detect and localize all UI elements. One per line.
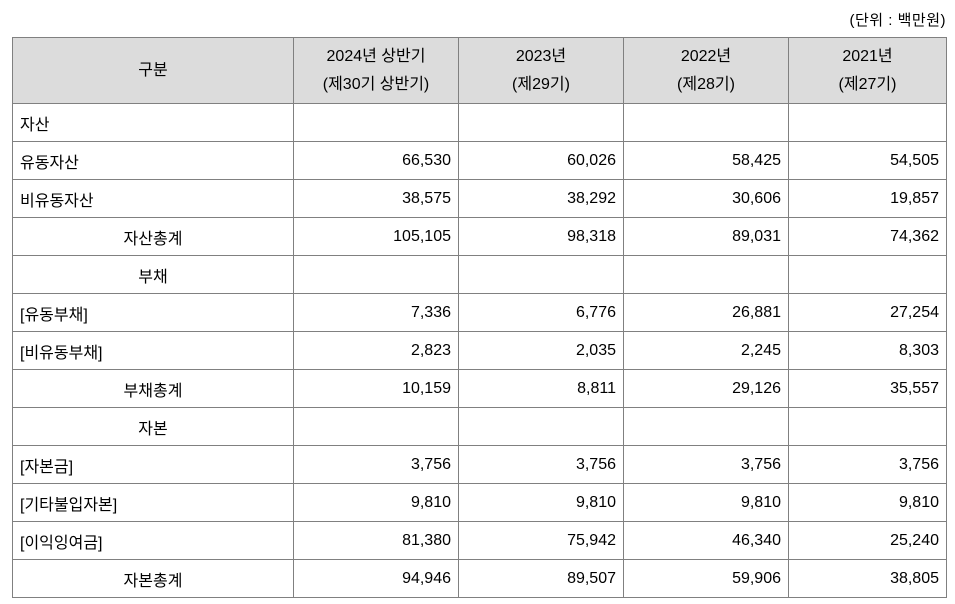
column-header-2023: 2023년 (제29기) — [458, 37, 624, 104]
table-row-other-paid-in-capital: [기타불입자본] 9,810 9,810 9,810 9,810 — [12, 483, 947, 522]
cell-value: 30,606 — [623, 179, 789, 218]
row-label: [이익잉여금] — [12, 521, 294, 560]
row-label: 자본 — [12, 407, 294, 446]
cell-value — [293, 103, 459, 142]
table-row-capital-stock: [자본금] 3,756 3,756 3,756 3,756 — [12, 445, 947, 484]
table-row-noncurrent-assets: 비유동자산 38,575 38,292 30,606 19,857 — [12, 179, 947, 218]
table-row-liabilities-section: 부채 — [12, 255, 947, 294]
cell-value: 9,810 — [293, 483, 459, 522]
column-header-line1: 구분 — [138, 61, 168, 79]
cell-value: 60,026 — [458, 141, 624, 180]
column-header-line2: (제28기) — [677, 75, 735, 93]
cell-value: 89,507 — [458, 559, 624, 598]
cell-value — [458, 103, 624, 142]
table-row-equity-section: 자본 — [12, 407, 947, 446]
table-body: 자산 유동자산 66,530 60,026 58,425 54,505 비유동자… — [12, 103, 947, 598]
cell-value: 81,380 — [293, 521, 459, 560]
column-header-line1: 2024년 상반기 — [326, 47, 426, 65]
cell-value: 38,575 — [293, 179, 459, 218]
table-row-assets-section: 자산 — [12, 103, 947, 142]
cell-value: 54,505 — [788, 141, 947, 180]
cell-value: 98,318 — [458, 217, 624, 256]
column-header-line1: 2021년 — [842, 47, 893, 65]
header-row: 구분 2024년 상반기 (제30기 상반기) 2023년 (제29기) 2022년… — [12, 37, 947, 104]
cell-value: 8,811 — [458, 369, 624, 408]
cell-value: 2,823 — [293, 331, 459, 370]
column-header-2021: 2021년 (제27기) — [788, 37, 947, 104]
cell-value: 6,776 — [458, 293, 624, 332]
cell-value: 38,805 — [788, 559, 947, 598]
cell-value: 9,810 — [788, 483, 947, 522]
cell-value: 94,946 — [293, 559, 459, 598]
cell-value: 2,035 — [458, 331, 624, 370]
table-row-noncurrent-liabilities: [비유동부채] 2,823 2,035 2,245 8,303 — [12, 331, 947, 370]
cell-value: 9,810 — [458, 483, 624, 522]
cell-value: 2,245 — [623, 331, 789, 370]
cell-value: 105,105 — [293, 217, 459, 256]
row-label: 자산총계 — [12, 217, 294, 256]
cell-value — [788, 103, 947, 142]
unit-label: (단위 : 백만원) — [849, 12, 946, 29]
cell-value: 3,756 — [788, 445, 947, 484]
table-row-total-liabilities: 부채총계 10,159 8,811 29,126 35,557 — [12, 369, 947, 408]
cell-value: 26,881 — [623, 293, 789, 332]
row-label: 부채총계 — [12, 369, 294, 408]
cell-value — [623, 103, 789, 142]
cell-value — [623, 407, 789, 446]
cell-value: 3,756 — [293, 445, 459, 484]
column-header-line2: (제27기) — [838, 75, 897, 93]
cell-value: 75,942 — [458, 521, 624, 560]
cell-value — [623, 255, 789, 294]
cell-value: 8,303 — [788, 331, 947, 370]
cell-value — [788, 407, 947, 446]
table-row-total-assets: 자산총계 105,105 98,318 89,031 74,362 — [12, 217, 947, 256]
column-header-line1: 2022년 — [680, 47, 732, 65]
cell-value: 74,362 — [788, 217, 947, 256]
row-label: [유동부채] — [12, 293, 294, 332]
cell-value: 66,530 — [293, 141, 459, 180]
column-header-line1: 2023년 — [515, 47, 567, 65]
column-header-gubun: 구분 — [12, 37, 294, 104]
cell-value — [458, 407, 624, 446]
cell-value: 35,557 — [788, 369, 947, 408]
cell-value: 3,756 — [623, 445, 789, 484]
row-label: [자본금] — [12, 445, 294, 484]
table-row-current-assets: 유동자산 66,530 60,026 58,425 54,505 — [12, 141, 947, 180]
row-label: 자본총계 — [12, 559, 294, 598]
cell-value — [788, 255, 947, 294]
cell-value: 25,240 — [788, 521, 947, 560]
row-label: [기타불입자본] — [12, 483, 294, 522]
cell-value: 29,126 — [623, 369, 789, 408]
row-label: 부채 — [12, 255, 294, 294]
cell-value: 59,906 — [623, 559, 789, 598]
cell-value: 9,810 — [623, 483, 789, 522]
row-label: 비유동자산 — [12, 179, 294, 218]
cell-value: 58,425 — [623, 141, 789, 180]
table-row-retained-earnings: [이익잉여금] 81,380 75,942 46,340 25,240 — [12, 521, 947, 560]
cell-value — [293, 255, 459, 294]
cell-value: 19,857 — [788, 179, 947, 218]
column-header-2024: 2024년 상반기 (제30기 상반기) — [293, 37, 459, 104]
cell-value: 10,159 — [293, 369, 459, 408]
cell-value: 38,292 — [458, 179, 624, 218]
row-label: 자산 — [12, 103, 294, 142]
cell-value: 89,031 — [623, 217, 789, 256]
cell-value — [458, 255, 624, 294]
table-row-total-equity: 자본총계 94,946 89,507 59,906 38,805 — [12, 559, 947, 598]
row-label: [비유동부채] — [12, 331, 294, 370]
financial-summary-table: 구분 2024년 상반기 (제30기 상반기) 2023년 (제29기) 2022년… — [12, 37, 947, 598]
column-header-2022: 2022년 (제28기) — [623, 37, 789, 104]
cell-value — [293, 407, 459, 446]
column-header-line2: (제30기 상반기) — [322, 75, 430, 93]
table-row-current-liabilities: [유동부채] 7,336 6,776 26,881 27,254 — [12, 293, 947, 332]
cell-value: 3,756 — [458, 445, 624, 484]
cell-value: 46,340 — [623, 521, 789, 560]
cell-value: 27,254 — [788, 293, 947, 332]
cell-value: 7,336 — [293, 293, 459, 332]
row-label: 유동자산 — [12, 141, 294, 180]
table-header: 구분 2024년 상반기 (제30기 상반기) 2023년 (제29기) 2022년… — [12, 37, 947, 104]
column-header-line2: (제29기) — [512, 75, 570, 93]
